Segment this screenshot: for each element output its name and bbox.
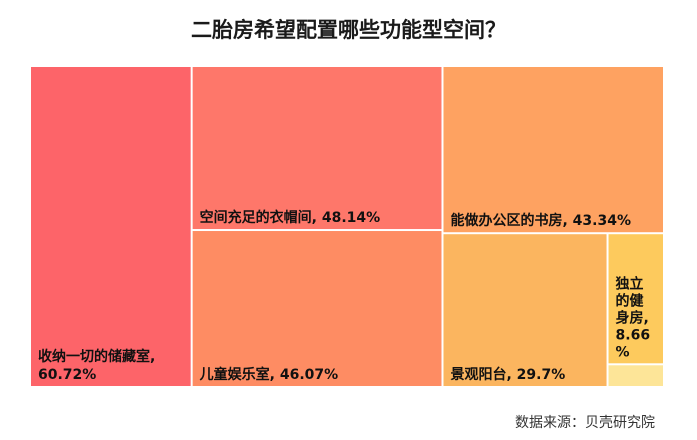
tile-label-5-line-3: 8.66 (616, 327, 651, 343)
treemap-tile-2 (192, 231, 442, 386)
tile-value-0: 60.72% (38, 367, 96, 383)
source-note: 数据来源：贝壳研究院 (515, 415, 655, 431)
tile-label-2: 儿童娱乐室, 46.07% (199, 366, 339, 383)
chart-title: 二胎房希望配置哪些功能型空间？ (191, 18, 506, 42)
treemap-tile-3 (443, 67, 663, 233)
tile-label-5-line-1: 的健 (616, 292, 644, 309)
tile-label-4: 景观阳台, 29.7% (450, 366, 565, 383)
tile-label-1: 空间充足的衣帽间, 48.14% (200, 209, 381, 226)
tile-label-5-line-2: 身房, (616, 309, 649, 326)
treemap-tile-1 (192, 67, 442, 230)
treemap-tile-5 (608, 234, 663, 364)
tile-label-5-line-4: % (616, 344, 630, 360)
treemap-tile-4 (443, 234, 607, 386)
tile-label-5-line-0: 独立 (616, 275, 644, 292)
tile-label-0: 收纳一切的储藏室, (38, 348, 155, 365)
tile-label-3: 能做办公区的书房, 43.34% (450, 212, 631, 229)
treemap-tile-6 (608, 365, 663, 386)
treemap-tile-0 (31, 67, 191, 386)
